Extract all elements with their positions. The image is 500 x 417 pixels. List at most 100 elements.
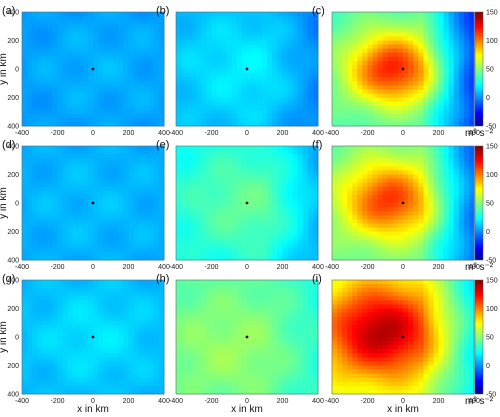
heatmap-cell bbox=[277, 56, 283, 62]
heatmap-cell bbox=[292, 158, 299, 163]
heatmap-cell bbox=[448, 207, 455, 212]
heatmap-cell bbox=[352, 146, 358, 151]
heatmap-cell bbox=[52, 170, 58, 175]
heatmap-cell bbox=[82, 251, 89, 257]
heatmap-cell bbox=[307, 12, 314, 17]
heatmap-cell bbox=[347, 28, 353, 33]
heatmap-cell bbox=[468, 247, 475, 253]
heatmap-cell bbox=[267, 81, 273, 86]
heatmap-cell bbox=[236, 150, 243, 155]
heatmap-cell bbox=[362, 150, 368, 155]
heatmap-cell bbox=[312, 52, 319, 58]
heatmap-cell bbox=[113, 251, 119, 257]
heatmap-cell bbox=[176, 117, 182, 123]
heatmap-cell bbox=[362, 227, 368, 232]
heatmap-cell bbox=[342, 255, 348, 261]
heatmap-cell bbox=[448, 239, 455, 245]
heatmap-cell bbox=[428, 105, 434, 111]
heatmap-cell bbox=[347, 81, 353, 86]
heatmap-cell bbox=[103, 231, 109, 237]
heatmap-cell bbox=[443, 48, 450, 54]
heatmap-cell bbox=[463, 24, 470, 29]
heatmap-cell bbox=[433, 24, 439, 29]
heatmap-cell bbox=[98, 186, 104, 192]
heatmap-cell bbox=[463, 121, 470, 127]
heatmap-cell bbox=[37, 105, 43, 111]
heatmap-cell bbox=[468, 186, 475, 192]
heatmap-cell bbox=[463, 81, 470, 86]
heatmap-cell bbox=[387, 170, 394, 175]
heatmap-cell bbox=[62, 320, 69, 326]
heatmap-cell bbox=[153, 215, 160, 220]
heatmap-cell bbox=[133, 211, 140, 216]
heatmap-cell bbox=[216, 227, 223, 232]
heatmap-cell bbox=[408, 219, 414, 224]
heatmap-cell bbox=[87, 239, 94, 245]
heatmap-cell bbox=[196, 44, 202, 50]
heatmap-cell bbox=[443, 12, 450, 17]
heatmap-cell bbox=[367, 251, 374, 257]
center-marker bbox=[91, 67, 95, 71]
heatmap-cell bbox=[387, 223, 394, 228]
heatmap-cell bbox=[67, 357, 74, 362]
heatmap-cell bbox=[221, 215, 228, 220]
heatmap-cell bbox=[37, 385, 43, 391]
heatmap-cell bbox=[57, 146, 64, 151]
heatmap-cell bbox=[377, 186, 384, 192]
heatmap-cell bbox=[206, 166, 212, 171]
heatmap-cell bbox=[138, 113, 145, 119]
heatmap-cell bbox=[133, 174, 140, 180]
heatmap-cell bbox=[433, 28, 439, 33]
heatmap-cell bbox=[72, 170, 79, 175]
heatmap-cell bbox=[468, 81, 475, 86]
heatmap-cell bbox=[423, 150, 429, 155]
heatmap-cell bbox=[362, 117, 368, 123]
heatmap-cell bbox=[103, 32, 109, 37]
heatmap-cell bbox=[277, 235, 283, 241]
heatmap-cell bbox=[312, 16, 319, 21]
heatmap-cell bbox=[332, 28, 338, 33]
heatmap-cell bbox=[206, 48, 212, 54]
heatmap-cell bbox=[337, 162, 343, 167]
heatmap-cell bbox=[113, 154, 119, 159]
heatmap-cell bbox=[67, 219, 74, 224]
heatmap-cell bbox=[448, 162, 455, 167]
heatmap-cell bbox=[148, 231, 155, 237]
heatmap-cell bbox=[148, 186, 155, 192]
heatmap-cell bbox=[211, 113, 218, 119]
heatmap-cell bbox=[428, 56, 434, 62]
heatmap-cell bbox=[37, 24, 43, 29]
heatmap-cell bbox=[67, 223, 74, 228]
heatmap-cell bbox=[153, 227, 160, 232]
heatmap-cell bbox=[342, 117, 348, 123]
heatmap-cell bbox=[307, 97, 314, 103]
heatmap-cell bbox=[352, 77, 358, 82]
heatmap-cell bbox=[138, 93, 145, 98]
heatmap-cell bbox=[77, 235, 84, 241]
heatmap-cell bbox=[133, 251, 140, 257]
heatmap-cell bbox=[47, 60, 53, 66]
heatmap-cell bbox=[77, 154, 84, 159]
heatmap-cell bbox=[37, 389, 43, 395]
heatmap-cell bbox=[52, 385, 58, 391]
heatmap-cell bbox=[332, 150, 338, 155]
heatmap-cell bbox=[128, 105, 135, 111]
heatmap-cell bbox=[231, 121, 238, 127]
heatmap-cell bbox=[362, 146, 368, 151]
heatmap-cell bbox=[206, 158, 212, 163]
heatmap-cell bbox=[211, 186, 218, 192]
heatmap-cell bbox=[143, 113, 150, 119]
heatmap-cell bbox=[42, 20, 48, 25]
heatmap-cell bbox=[77, 194, 84, 200]
heatmap-cell bbox=[362, 60, 368, 66]
heatmap-cell bbox=[108, 190, 114, 196]
heatmap-cell bbox=[37, 215, 43, 220]
heatmap-cell bbox=[216, 170, 223, 175]
heatmap-cell bbox=[342, 109, 348, 115]
heatmap-cell bbox=[377, 109, 384, 115]
heatmap-cell bbox=[372, 56, 379, 62]
heatmap-cell bbox=[448, 60, 455, 66]
heatmap-cell bbox=[236, 146, 243, 151]
heatmap-cell bbox=[458, 109, 465, 115]
heatmap-cell bbox=[221, 89, 228, 94]
